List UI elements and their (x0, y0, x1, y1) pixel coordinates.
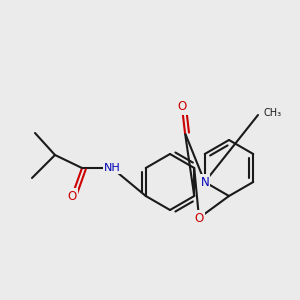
Text: NH: NH (103, 163, 120, 173)
Text: O: O (194, 212, 204, 224)
Text: O: O (177, 100, 187, 113)
Text: O: O (68, 190, 76, 202)
Text: N: N (200, 176, 209, 188)
Text: CH₃: CH₃ (263, 108, 281, 118)
